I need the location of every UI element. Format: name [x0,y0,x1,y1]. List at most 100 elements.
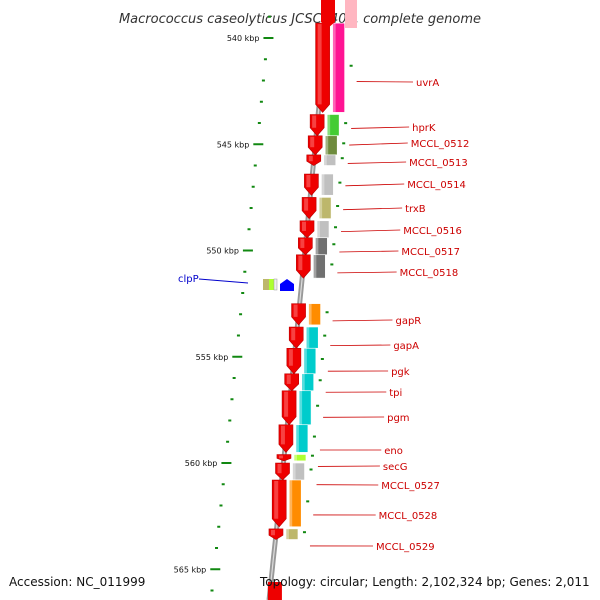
kbp-tick-label: 560 kbp [185,459,218,468]
gene-label[interactable]: MCCL_0513 [409,158,468,169]
gene-marker [319,379,322,381]
gene-label[interactable]: gapR [395,316,421,327]
gene-arrow-highlight [287,375,291,384]
clpP-segment-3 [274,279,277,290]
gene-block-highlight [317,221,320,238]
gene-leader-line [345,184,404,186]
clpP-segment-2 [269,279,274,290]
gene-arrow-highlight [291,328,295,340]
gene-arrow-highlight [310,137,314,147]
kbp-tick-label: 550 kbp [206,247,239,256]
gene-trxB[interactable] [302,197,339,218]
gene-leader-line [343,208,402,210]
gene-marker [323,335,326,337]
gene-tpi[interactable] [285,374,322,391]
gene-label[interactable]: tpi [389,388,402,399]
gene-arrow-highlight [294,305,298,317]
gene-gapR[interactable] [292,304,329,325]
gene-block-highlight [313,255,316,278]
map-title: Macrococcus caseolyticus JCSC5402, compl… [119,12,481,27]
gene-MCCL_0512[interactable] [308,136,345,155]
gene-arrow-highlight [298,256,302,270]
gene-block-highlight [286,529,289,540]
gene-arrow-highlight [309,156,313,161]
gene-label[interactable]: MCCL_0529 [376,542,435,553]
gene-block-highlight [294,455,297,461]
gene-arrow-highlight [284,392,288,417]
gene-marker [330,263,333,265]
gene-marker [311,455,314,457]
gene-MCCL_0517[interactable] [298,238,335,255]
gene-gapA[interactable] [289,327,326,348]
gene-label[interactable]: pgm [387,413,409,424]
gene-label[interactable]: MCCL_0516 [403,226,462,237]
gene-marker [338,182,341,184]
partial-upstream-arrow [321,0,335,28]
gene-marker [350,65,353,67]
gene-leader-line [349,143,408,145]
gene-marker [341,157,344,159]
kbp-tick-label: 540 kbp [227,34,260,43]
gene-leader-line [351,127,409,128]
gene-arrow-highlight [306,175,310,187]
gene-label[interactable]: eno [384,446,403,457]
gene-hprK[interactable] [310,115,347,136]
gene-eno[interactable] [279,425,316,453]
gene-pgm[interactable] [282,391,319,425]
gene-marker [316,405,319,407]
gene-block-highlight [299,391,302,425]
gene-label[interactable]: MCCL_0528 [379,511,438,522]
gene-label[interactable]: secG [383,462,408,473]
gene-arrow-highlight [278,464,282,473]
gene-block-highlight [289,480,292,527]
gene-marker [342,142,345,144]
gene-leader-line [348,162,406,163]
gene-block-highlight [319,197,322,218]
gene-label[interactable]: pgk [391,367,410,378]
gene-MCCL_0518[interactable] [296,255,333,278]
gene-arrow-highlight [302,222,306,231]
gene-arrow-highlight [281,426,285,445]
gene-leader-line [341,230,400,232]
clpP-label[interactable]: clpP [178,274,199,285]
partial-upstream-block [345,0,357,28]
gene-MCCL_0516[interactable] [300,221,337,238]
gene-label[interactable]: MCCL_0514 [407,180,466,191]
gene-MCCL_0514[interactable] [304,174,341,195]
gene-arrow-highlight [318,24,322,104]
gene-arrow-highlight [289,349,293,366]
gene-marker [306,500,309,502]
gene-MCCL_0513[interactable] [307,155,344,166]
gene-label[interactable]: hprK [412,123,436,134]
gene-block-highlight [327,115,330,136]
accession-text: Accession: NC_011999 [9,575,145,589]
gene-label[interactable]: uvrA [416,78,439,89]
gene-MCCL_0529[interactable] [269,529,306,540]
gene-pgk[interactable] [287,348,324,374]
gene-secG[interactable] [277,455,314,461]
gene-label[interactable]: MCCL_0518 [400,268,459,279]
gene-marker [321,358,324,360]
gene-block-highlight [296,425,299,453]
gene-label[interactable]: trxB [405,204,426,215]
gene-block-highlight [324,155,327,166]
gene-uvrA[interactable] [316,23,353,112]
clpP-feature[interactable]: clpP [178,274,294,291]
gene-leader-line [333,320,393,321]
gene-arrow-highlight [304,198,308,210]
gene-label[interactable]: MCCL_0527 [381,481,440,492]
topology-text: Topology: circular; Length: 2,102,324 bp… [259,575,590,589]
gene-leader-line [339,251,398,252]
gene-marker [334,226,337,228]
gene-label[interactable]: MCCL_0512 [411,139,470,150]
gene-block-highlight [302,374,305,391]
gene-MCCL_0527[interactable] [276,463,313,480]
clpP-segment-1 [263,279,269,290]
kbp-tick-label: 545 kbp [217,140,250,149]
gene-label[interactable]: MCCL_0517 [401,247,460,258]
gene-block-highlight [321,174,324,195]
gene-marker [336,205,339,207]
gene-MCCL_0528[interactable] [272,480,309,527]
gene-label[interactable]: gapA [393,341,419,352]
gene-arrow-highlight [279,456,283,459]
